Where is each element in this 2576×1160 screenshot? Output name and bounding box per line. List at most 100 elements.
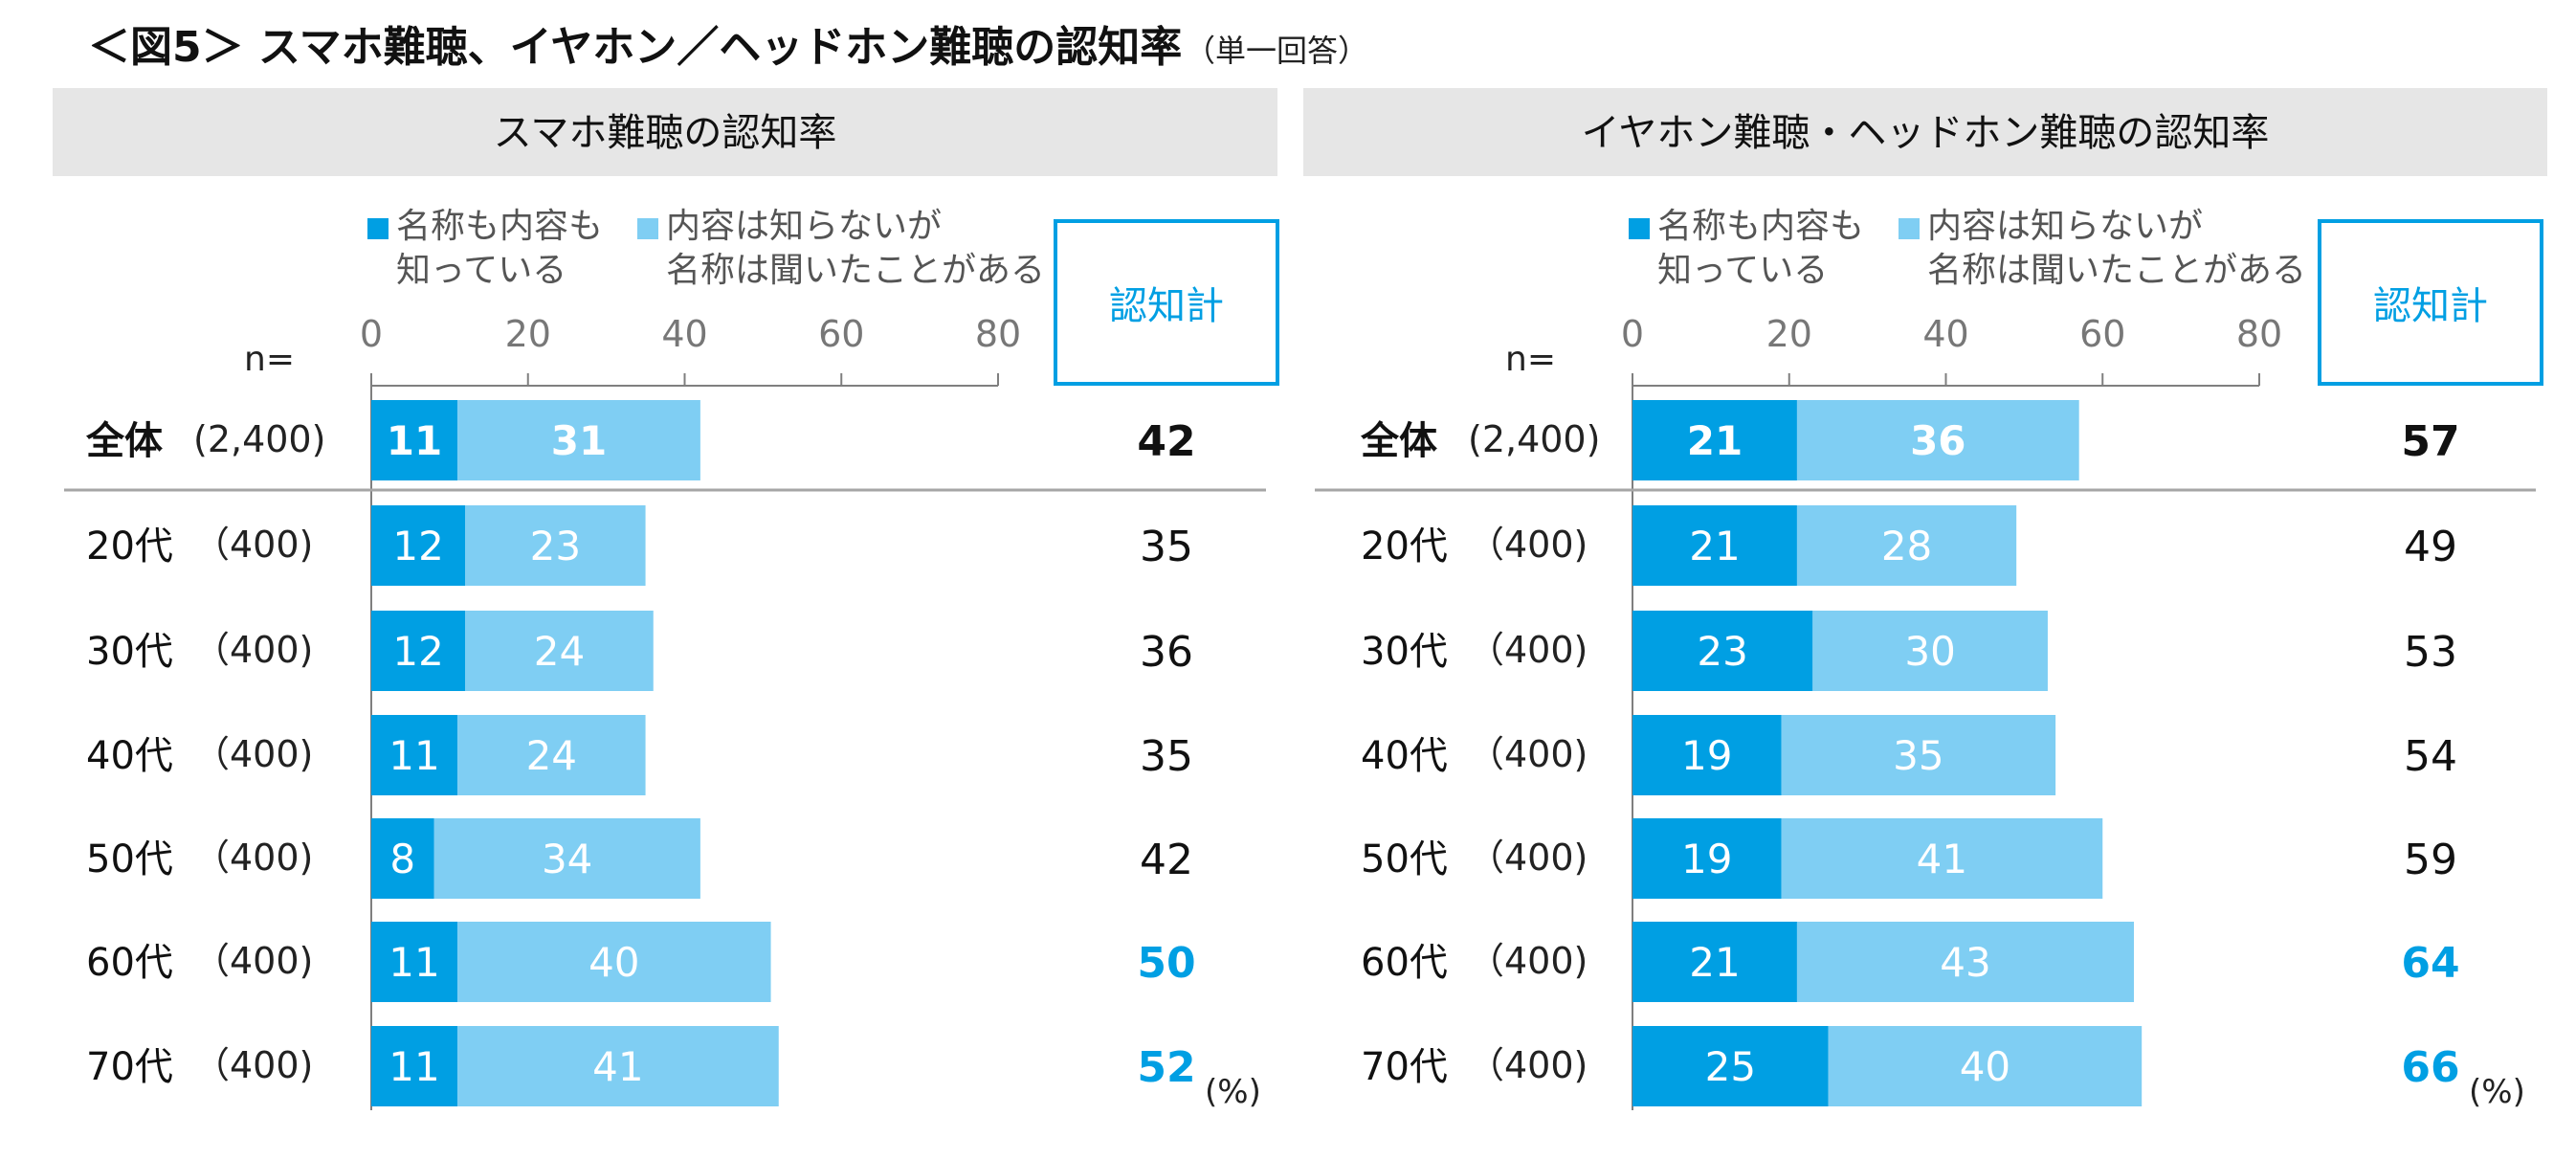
unit-label: (%) [2469,1073,2525,1111]
total-value: 42 [1137,417,1195,466]
legend-label-2: 名称は聞いたことがある [1927,251,2306,290]
bar-row-1: 全体 (2,400) 21 36 57 [1360,400,2460,480]
n-value: （400) [1468,837,1588,879]
category-label: 60代 [1361,941,1448,985]
total-box-label: 認知計 [2373,284,2488,328]
legend-label-1: 知っている [396,251,566,290]
n-value: (2,400) [193,418,325,460]
bar-segment-1 [371,1026,458,1106]
bar-row-5: 50代 （400) 8 34 42 [86,818,1193,899]
category-label: 全体 [1360,419,1437,463]
total-value: 52 [1137,1043,1195,1092]
category-label: 60代 [86,941,173,985]
x-tick-label: 80 [2236,313,2282,355]
total-value: 53 [2404,628,2457,677]
x-tick-label: 0 [360,313,383,355]
legend-label-1: 名称も内容も [396,207,603,246]
panel-header-bg [1303,88,2547,176]
x-tick-label: 60 [2079,313,2125,355]
bar-segment-2 [457,400,700,480]
n-value: （400) [1468,733,1588,775]
category-label: 全体 [85,419,163,463]
n-value: （400) [1468,940,1588,982]
category-label: 50代 [1361,837,1448,881]
n-value: （400) [193,837,313,879]
category-label: 30代 [86,630,173,674]
bar-value-label: 40 [588,939,639,986]
bar-row-4: 40代 （400) 11 24 35 [86,715,1193,795]
bar-value-label: 21 [1689,939,1740,986]
bar-segment-2 [1781,818,2103,899]
category-label: 40代 [1361,734,1448,778]
bar-value-label: 21 [1689,523,1740,569]
bar-segment-1 [371,818,434,899]
total-value: 36 [1140,628,1193,677]
bar-segment-1 [1632,400,1797,480]
bar-row-5: 50代 （400) 19 41 59 [1361,818,2457,899]
x-tick-label: 80 [975,313,1021,355]
bar-segment-1 [371,400,458,480]
total-value: 50 [1137,939,1195,988]
x-tick-label: 0 [1621,313,1644,355]
bar-row-1: 全体 (2,400) 11 31 42 [85,400,1196,480]
n-label: n= [244,340,295,379]
bar-row-6: 60代 （400) 11 40 50 [86,922,1196,1002]
bar-value-label: 8 [389,836,415,882]
category-label: 70代 [1361,1045,1448,1089]
category-label: 70代 [86,1045,173,1089]
bar-value-label: 34 [542,836,592,882]
category-label: 20代 [1361,524,1448,569]
bar-segment-2 [1796,505,2017,586]
bar-value-label: 41 [1917,836,1967,882]
bar-row-3: 30代 （400) 23 30 53 [1361,611,2457,691]
legend-label-1: 知っている [1657,251,1828,290]
bar-row-4: 40代 （400) 19 35 54 [1361,715,2457,795]
bar-value-label: 24 [526,732,577,779]
legend-swatch-1 [367,218,389,239]
bar-segment-2 [1796,400,2079,480]
bar-value-label: 40 [1960,1043,2010,1090]
category-label: 40代 [86,734,173,778]
bar-segment-1 [371,715,458,795]
bar-segment-1 [1632,922,1797,1002]
unit-label: (%) [1205,1073,1261,1111]
x-tick-label: 40 [661,313,707,355]
legend-label-2: 内容は知らないが [666,207,942,246]
total-value: 42 [1140,836,1193,884]
bar-row-7: 70代 （400) 25 40 66 [1361,1026,2460,1106]
bar-value-label: 24 [534,628,585,675]
legend-label-1: 名称も内容も [1657,207,1864,246]
n-value: （400) [1468,629,1588,671]
figure-title: ＜図5＞ スマホ難聴、イヤホン／ヘッドホン難聴の認知率 [88,23,1182,72]
bar-row-3: 30代 （400) 12 24 36 [86,611,1193,691]
bar-segment-2 [457,1026,779,1106]
total-value: 35 [1140,523,1193,571]
bar-segment-2 [1812,611,2048,691]
bar-value-label: 19 [1681,836,1732,882]
figure-subtitle: （単一回答） [1185,33,1368,69]
bar-segment-2 [1828,1026,2143,1106]
n-value: （400) [1468,524,1588,566]
n-value: （400) [193,1044,313,1086]
bar-value-label: 36 [1910,417,1965,464]
bar-segment-1 [1632,818,1782,899]
bar-value-label: 19 [1681,732,1732,779]
bar-value-label: 11 [389,939,439,986]
category-label: 30代 [1361,630,1448,674]
legend-swatch-2 [637,218,658,239]
total-value: 59 [2404,836,2457,884]
bar-value-label: 31 [551,417,607,464]
bar-value-label: 21 [1687,417,1743,464]
bar-segment-1 [1632,505,1797,586]
bar-row-2: 20代 （400) 21 28 49 [1361,505,2457,586]
bar-segment-1 [371,922,458,1002]
bar-segment-2 [433,818,700,899]
bar-segment-1 [1632,611,1813,691]
bar-segment-2 [1781,715,2056,795]
total-box-label: 認知計 [1109,284,1224,328]
total-value: 35 [1140,732,1193,781]
